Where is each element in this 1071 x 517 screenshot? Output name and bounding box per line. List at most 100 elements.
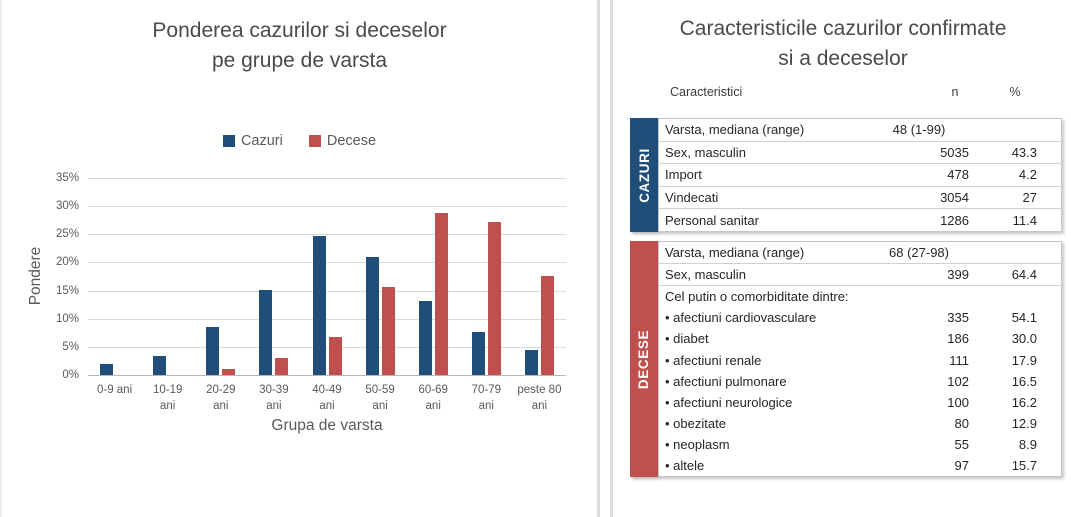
decese-table-row: • obezitate 80 12.9 [659,413,1061,434]
row-percent-value: 64.4 [1011,267,1037,283]
decese-section-label: DECESE [636,329,652,389]
chart-title-line1: Ponderea cazurilor si deceselor [152,19,447,42]
row-n-value: 186 [947,331,969,347]
gridline-20 [88,262,566,264]
row-label: Cel putin o comorbiditate dintre: [665,289,849,305]
row-n-value: 3054 [940,190,969,206]
gridline-35 [88,178,566,179]
row-n-value: 100 [947,394,969,410]
bar-decese-40-49-ani [328,337,342,375]
table-title-line2: si a deceselor [778,47,908,70]
y-tick-5: 5% [62,340,79,353]
row-label: Sex, masculin [665,267,746,283]
row-label: • afectiuni cardiovasculare [665,310,817,326]
row-n-value: 1286 [940,212,969,228]
row-percent-value: 16.5 [1011,373,1037,389]
bar-cazuri-peste-80-ani [524,349,538,375]
row-label: • afectiuni neurologice [665,394,793,410]
row-label: • obezitate [665,415,726,431]
decese-table-row: • afectiuni cardiovasculare 335 54.1 [659,307,1061,328]
gridline-5 [88,346,566,348]
row-n-value: 97 [954,457,969,473]
row-label: • afectiuni renale [665,352,762,368]
row-label: • neoplasm [665,436,730,452]
decese-table: Varsta, mediana (range) 68 (27-98) Sex, ma… [658,241,1062,477]
row-label: Vindecati [665,190,719,206]
bar-cazuri-40-49-ani [312,235,326,375]
decese-table-row: Cel putin o comorbiditate dintre: [659,286,1061,307]
decese-table-row: • afectiuni neurologice 100 16.2 [659,392,1061,413]
bar-decese-60-69-ani [434,212,448,375]
decese-table-row: • afectiuni pulmonare 102 16.5 [659,371,1061,392]
decese-table-row: • afectiuni renale 111 17.9 [659,349,1061,370]
legend-label-decese: Decese [326,133,377,149]
chart-title: Ponderea cazurilor si deceselor pe grupe… [2,16,597,76]
y-tick-15: 15% [55,284,79,297]
x-category-70-79-ani: 70-79 ani [471,384,502,412]
legend-item-cazuri: Cazuri [222,133,283,149]
bar-decese-20-29-ani [222,369,236,375]
row-percent-value: 8.9 [1018,436,1037,452]
bar-decese-30-39-ani [275,357,289,375]
y-tick-10: 10% [55,312,79,325]
bar-cazuri-70-79-ani [471,331,485,375]
row-percent-value: 12.9 [1011,415,1037,431]
row-percent-value: 17.9 [1011,352,1037,368]
legend-label-cazuri: Cazuri [240,133,283,149]
row-percent-value: 15.7 [1011,457,1037,473]
table-title: Caracteristicile cazurilor confirmate si… [613,14,1071,74]
row-n-value: 68 (27-98) [889,245,949,261]
cazuri-table-row: Personal sanitar 1286 11.4 [659,209,1061,231]
gridline-30 [88,206,566,208]
chart-plot-area: 0% 5% 10% 15% 20% 25% 30% 35% 0-9 ani 10-19 ani 20-… [56,172,566,412]
decese-table-row: Varsta, mediana (range) 68 (27-98) [659,242,1061,265]
cazuri-section-sidebar: CAZURI [630,118,658,232]
x-axis-title: Grupa de varsta [271,417,383,434]
decese-table-row: • diabet 186 30.0 [659,328,1061,349]
decese-table-row: • altele 97 15.7 [659,455,1061,476]
characteristics-table-panel: Caracteristicile cazurilor confirmate si… [613,0,1071,517]
row-label: • afectiuni pulmonare [665,373,787,389]
row-n-value: 335 [947,310,969,326]
y-tick-25: 25% [55,228,79,241]
legend-item-decese: Decese [308,133,377,149]
decese-table-row: • neoplasm 55 8.9 [659,434,1061,455]
chart-title-line2: pe grupe de varsta [211,49,388,72]
column-header-n: n [951,85,959,99]
x-category-peste-80-ani: peste 80 ani [517,384,562,412]
legend-swatch-decese-icon [308,135,321,147]
row-percent-value: 30.0 [1011,331,1037,347]
y-tick-0: 0% [62,369,79,381]
row-n-value: 111 [949,352,969,368]
row-percent-value: 27 [1022,190,1037,206]
x-category-40-49-ani: 40-49 ani [312,384,342,412]
bar-cazuri-50-59-ani [365,256,379,375]
row-percent-value: 54.1 [1011,310,1037,326]
cases-deaths-chart-panel: Ponderea cazurilor si deceselor pe grupe… [2,0,597,517]
x-category-30-39-ani: 30-39 ani [259,384,289,412]
row-label: • altele [665,457,705,473]
cazuri-table-row: Varsta, mediana (range) 48 (1-99) [659,119,1061,142]
x-category-10-19-ani: 10-19 ani [152,384,183,412]
column-header-caracteristici: Caracteristici [670,85,743,99]
cazuri-table: Varsta, mediana (range) 48 (1-99) Sex, mas… [658,118,1062,232]
row-n-value: 478 [947,167,969,183]
y-tick-35: 35% [55,172,79,184]
y-axis-title: Pondere [27,246,44,306]
panel-divider-left [597,0,600,517]
x-category-0-9-ani: 0-9 ani [96,384,133,396]
chart-legend: Cazuri Decese [2,133,597,149]
bar-decese-peste-80-ani [540,275,554,375]
y-tick-30: 30% [55,200,79,213]
decese-section-sidebar: DECESE [630,241,658,477]
cazuri-table-row: Import 478 4.2 [659,164,1061,187]
row-percent-value: 11.4 [1012,212,1037,228]
bar-decese-50-59-ani [381,286,395,375]
column-header-percent: % [1009,85,1021,99]
row-n-value: 55 [954,436,969,452]
cazuri-table-row: Sex, masculin 5035 43.3 [659,142,1061,165]
cazuri-section-label: CAZURI [636,147,652,203]
row-label: Import [665,167,702,183]
bar-cazuri-10-19-ani [153,355,167,375]
x-category-50-59-ani: 50-59 ani [365,384,395,412]
